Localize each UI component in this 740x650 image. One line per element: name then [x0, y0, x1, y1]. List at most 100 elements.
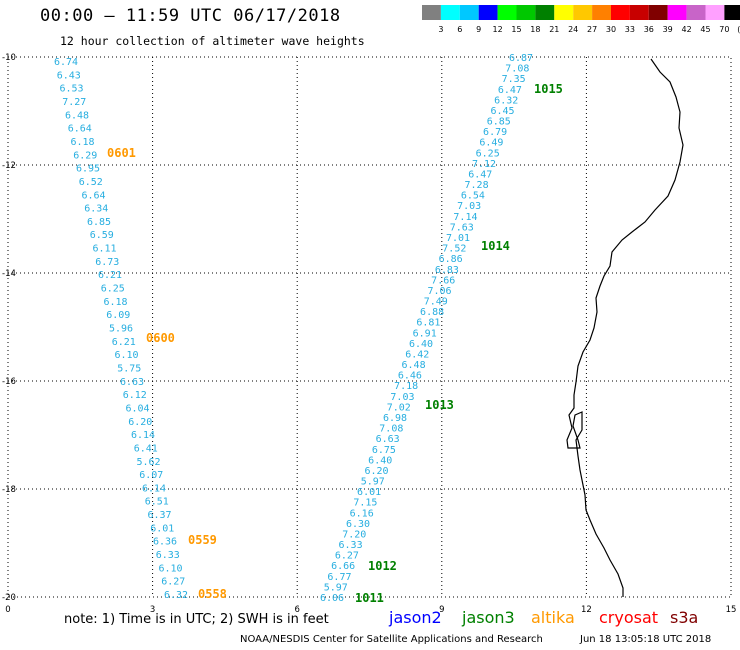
swh-value: 6.91: [413, 328, 437, 339]
legend-tick-label: 15: [511, 25, 521, 34]
swh-value: 7.08: [379, 424, 403, 435]
legend-swatch: [592, 5, 611, 20]
swh-value: 6.81: [416, 318, 440, 329]
x-tick-label: 0: [5, 605, 10, 615]
swh-value: 6.29: [73, 150, 97, 161]
legend-swatch: [497, 5, 517, 20]
swh-value: 6.95: [76, 164, 100, 175]
legend-tick-label: 3: [438, 25, 443, 34]
swh-value: 7.49: [424, 297, 448, 308]
legend-tick-label: 36: [644, 25, 654, 34]
satellite-jason2-label: jason2: [389, 608, 442, 627]
swh-value: 7.03: [390, 392, 414, 403]
legend-swatch: [459, 5, 479, 20]
swh-value: 6.10: [115, 350, 139, 361]
pass-time-label: 0558: [198, 587, 227, 601]
coastline: [566, 58, 684, 597]
swh-value: 7.20: [342, 529, 366, 540]
pass-time-label: 1015: [534, 82, 563, 96]
x-tick-label: 12: [581, 605, 592, 615]
swh-value: 6.86: [439, 254, 463, 265]
swh-value: 6.53: [60, 84, 84, 95]
swh-value: 6.77: [327, 572, 351, 583]
legend-swatch: [724, 5, 740, 20]
swh-value: 5.97: [324, 582, 348, 593]
swh-value: 6.40: [409, 339, 433, 350]
legend-swatch: [667, 5, 687, 20]
swh-value: 6.98: [383, 413, 407, 424]
swh-value: 7.12: [472, 159, 496, 170]
swh-value: 7.35: [502, 74, 526, 85]
swh-value: 7.14: [453, 212, 477, 223]
swh-value: 6.36: [153, 537, 177, 548]
satellite-altika-label: altika: [531, 608, 575, 627]
swh-value: 7.18: [394, 381, 418, 392]
swh-value: 6.46: [398, 371, 422, 382]
swh-value: 6.41: [134, 443, 158, 454]
swh-value: 6.43: [57, 70, 81, 81]
swh-value: 6.33: [156, 550, 180, 561]
swh-value: 7.08: [505, 64, 529, 75]
swh-value: 7.02: [387, 402, 411, 413]
swh-value: 6.09: [106, 310, 130, 321]
legend-tick-label: 24: [568, 25, 578, 34]
y-tick-label: -12: [2, 161, 16, 171]
legend-swatch: [554, 5, 574, 20]
swh-value: 7.03: [457, 201, 481, 212]
swh-value: 6.25: [476, 148, 500, 159]
pass-time-labels: 0601 0600 0559 0558 1015 1014 1013 1012 1011: [107, 82, 563, 605]
swh-value: 6.04: [126, 403, 150, 414]
map-grid: [7, 56, 732, 598]
x-tick-label: 6: [294, 605, 299, 615]
swh-value: 6.59: [90, 230, 114, 241]
swh-value: 6.20: [128, 417, 152, 428]
swh-value: 6.74: [54, 57, 78, 68]
swh-value: 6.12: [123, 390, 147, 401]
swh-value: 6.75: [372, 445, 396, 456]
swh-value: 6.37: [148, 510, 172, 521]
swh-value: 5.96: [109, 324, 133, 335]
swh-value: 6.66: [331, 561, 355, 572]
legend-swatch: [648, 5, 668, 20]
legend-tick-label: 70: [719, 25, 729, 34]
swh-value: 6.85: [87, 217, 111, 228]
swh-value: 6.52: [79, 177, 103, 188]
x-tick-label: 3: [150, 605, 155, 615]
swh-value: 6.45: [490, 106, 514, 117]
swh-value: 6.88: [420, 307, 444, 318]
swh-value: 6.14: [131, 430, 155, 441]
swh-value: 6.48: [402, 360, 426, 371]
satellite-cryosat-label: cryosat: [599, 608, 659, 627]
swh-value: 6.83: [435, 265, 459, 276]
swh-value: 6.21: [98, 270, 122, 281]
swh-value: 7.15: [353, 498, 377, 509]
swh-value: 7.27: [62, 97, 86, 108]
swh-value: 6.27: [161, 577, 185, 588]
pass-time-label: 1011: [355, 591, 384, 605]
legend-swatch: [422, 5, 441, 20]
swh-value: 6.51: [145, 497, 169, 508]
swh-value: 6.18: [104, 297, 128, 308]
pass-time-label: 0600: [146, 331, 175, 345]
swh-value: 7.28: [465, 180, 489, 191]
map-subtitle: 12 hour collection of altimeter wave hei…: [60, 34, 365, 48]
swh-value: 7.66: [431, 275, 455, 286]
swh-value: 6.01: [150, 523, 174, 534]
swh-value: 6.48: [65, 110, 89, 121]
legend-swatch: [629, 5, 649, 20]
y-tick-label: -16: [2, 377, 16, 387]
legend-tick-label: 27: [587, 25, 597, 34]
swh-value: 6.21: [112, 337, 136, 348]
swh-value: 6.07: [139, 470, 163, 481]
y-tick-label: -20: [2, 593, 16, 603]
swh-value: 6.01: [357, 487, 381, 498]
y-tick-label: -14: [2, 269, 16, 279]
issued-timestamp: Jun 18 13:05:18 UTC 2018: [580, 634, 712, 645]
pass-time-label: 1014: [481, 239, 510, 253]
swh-value: 7.06: [427, 286, 451, 297]
legend-tick-label: 33: [625, 25, 635, 34]
x-tick-label: 15: [726, 605, 737, 615]
swh-value: 5.62: [137, 457, 161, 468]
legend-tick-label: 42: [682, 25, 692, 34]
